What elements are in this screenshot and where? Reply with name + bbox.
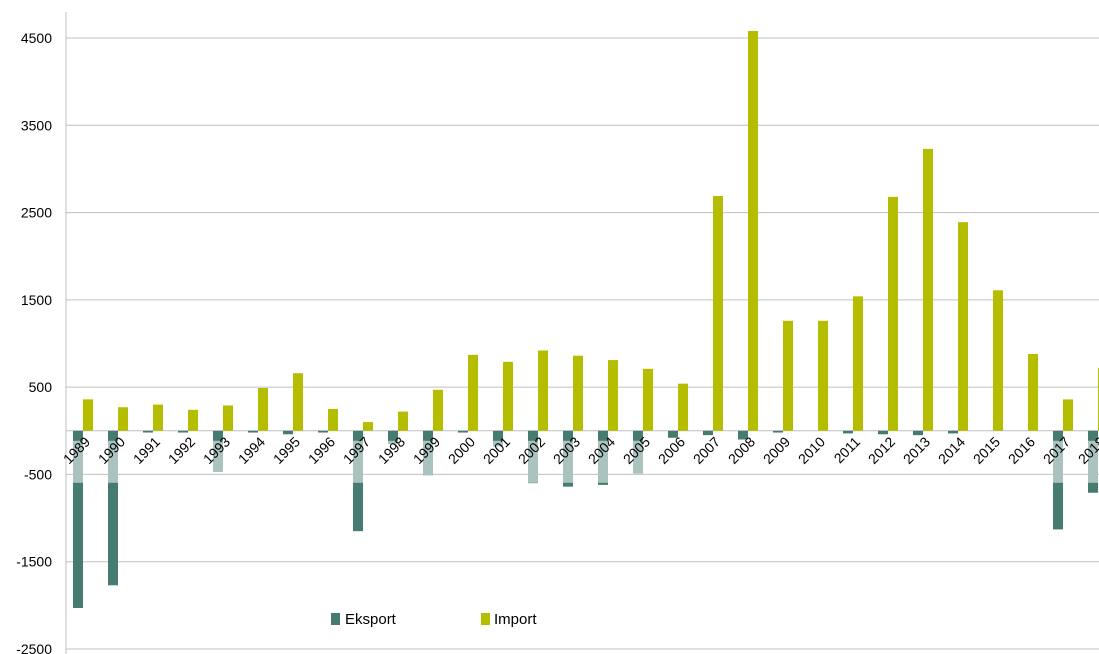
y-tick-label: 1500 <box>21 292 52 308</box>
label-band <box>563 440 573 483</box>
label-band <box>1088 440 1098 483</box>
bar-eksport-2013 <box>913 430 923 436</box>
bar-import-2002 <box>538 350 548 431</box>
label-band <box>388 440 398 444</box>
label-band <box>633 440 643 474</box>
bar-eksport-1991 <box>143 430 153 433</box>
y-tick-label: 500 <box>29 379 53 395</box>
bar-import-2000 <box>468 354 478 431</box>
bar-eksport-1989 <box>73 430 83 608</box>
bar-import-2001 <box>503 361 513 431</box>
bar-eksport-2001 <box>493 430 503 447</box>
bar-import-1993 <box>223 405 233 431</box>
category-label-2013: 2013 <box>900 433 933 466</box>
bar-import-2009 <box>783 320 793 431</box>
category-label-1995: 1995 <box>270 433 303 466</box>
bar-import-2015 <box>993 290 1003 431</box>
bar-eksport-1990 <box>108 430 118 586</box>
label-band <box>528 440 538 483</box>
bar-import-2013 <box>923 148 933 431</box>
category-label-2008: 2008 <box>725 433 758 466</box>
bar-import-2014 <box>958 222 968 431</box>
category-label-1991: 1991 <box>130 433 163 466</box>
bar-eksport-1998 <box>388 430 398 444</box>
label-band <box>423 440 433 476</box>
bars <box>73 31 1099 608</box>
bar-eksport-1996 <box>318 430 328 433</box>
bar-eksport-2000 <box>458 430 468 433</box>
y-tick-label: -1500 <box>16 554 52 570</box>
label-band <box>598 440 608 483</box>
bar-import-2004 <box>608 360 618 431</box>
category-label-1998: 1998 <box>375 433 408 466</box>
category-label-2001: 2001 <box>480 433 513 466</box>
category-label-2016: 2016 <box>1005 433 1038 466</box>
y-tick-labels: -2500 -1500 -500 500 1500 2500 3500 4500 <box>16 30 52 654</box>
category-label-2007: 2007 <box>690 433 723 466</box>
category-labels: 1989 1990 1991 1992 1993 1994 1995 1996 1997 1998… <box>60 433 1099 466</box>
category-label-2015: 2015 <box>970 433 1003 466</box>
bar-import-1994 <box>258 388 268 431</box>
category-label-2014: 2014 <box>935 433 968 466</box>
category-label-2011: 2011 <box>831 433 864 466</box>
bar-import-1989 <box>83 399 93 431</box>
bar-import-1995 <box>293 373 303 431</box>
category-label-2006: 2006 <box>655 433 688 466</box>
category-label-2009: 2009 <box>760 433 793 466</box>
bar-import-1991 <box>153 404 163 431</box>
category-label-1996: 1996 <box>305 433 338 466</box>
bar-import-1996 <box>328 408 338 431</box>
bar-eksport-1992 <box>178 430 188 433</box>
bar-import-1997 <box>363 422 373 431</box>
label-band <box>73 440 83 483</box>
y-tick-label: 4500 <box>21 30 52 46</box>
bar-eksport-2012 <box>878 430 888 435</box>
y-tick-label: -500 <box>24 466 52 482</box>
bar-import-1999 <box>433 389 443 431</box>
grid-lines <box>66 37 1099 650</box>
bar-import-2011 <box>853 296 863 431</box>
legend-label-eksport: Eksport <box>345 611 397 628</box>
bar-eksport-2006 <box>668 430 678 438</box>
y-tick-label: 2500 <box>21 205 52 221</box>
legend-swatch-eksport <box>331 613 340 625</box>
bar-import-2012 <box>888 196 898 431</box>
label-band <box>1053 440 1063 483</box>
bar-import-2006 <box>678 383 688 431</box>
y-tick-label: 3500 <box>21 117 52 133</box>
label-band <box>353 440 363 483</box>
bar-eksport-2014 <box>948 430 958 434</box>
label-band <box>108 440 118 483</box>
category-label-2010: 2010 <box>795 433 828 466</box>
bar-import-2016 <box>1028 353 1038 431</box>
legend-label-import: Import <box>494 611 537 628</box>
bar-import-1998 <box>398 411 408 431</box>
bar-eksport-2008 <box>738 430 748 440</box>
legend: Eksport Import <box>331 611 537 628</box>
bar-import-2005 <box>643 368 653 431</box>
bar-eksport-1995 <box>283 430 293 435</box>
category-label-1994: 1994 <box>235 433 268 466</box>
category-label-1992: 1992 <box>165 433 198 466</box>
bar-eksport-2011 <box>843 430 853 434</box>
bar-import-1992 <box>188 409 198 431</box>
bar-eksport-1994 <box>248 430 258 433</box>
category-label-2000: 2000 <box>445 433 478 466</box>
y-tick-label: -2500 <box>16 641 52 654</box>
bar-import-2008 <box>748 31 758 431</box>
bar-import-2003 <box>573 355 583 431</box>
bar-import-2007 <box>713 195 723 431</box>
bar-eksport-2009 <box>773 430 783 433</box>
label-band <box>213 440 223 472</box>
bar-eksport-2007 <box>703 430 713 436</box>
category-label-2012: 2012 <box>865 433 898 466</box>
bar-import-2017 <box>1063 399 1073 431</box>
label-band <box>493 440 503 447</box>
bar-import-1990 <box>118 407 128 431</box>
bar-import-2010 <box>818 320 828 431</box>
legend-swatch-import <box>481 613 490 625</box>
